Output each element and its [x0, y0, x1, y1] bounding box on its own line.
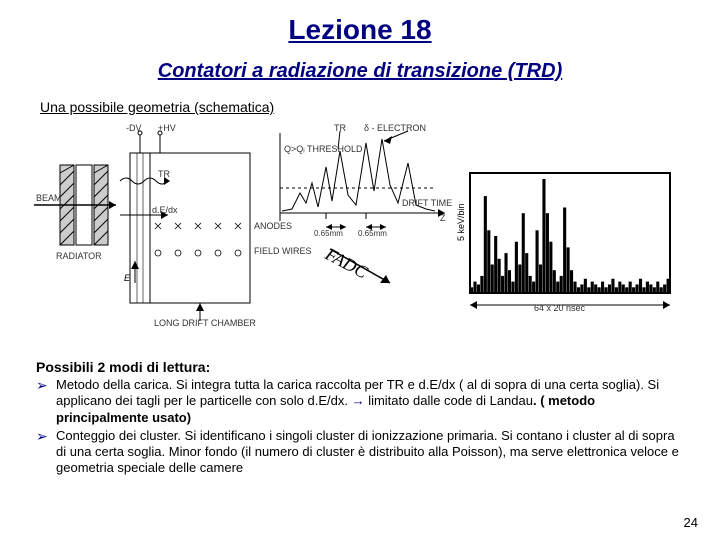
histo-y-label: 5 keV/bin [456, 203, 466, 241]
label-long-drift: LONG DRIFT CHAMBER [154, 319, 234, 328]
bullet-prefix: Conteggio dei cluster. [56, 428, 181, 443]
bullet-text: Conteggio dei cluster. Si identificano i… [56, 428, 684, 477]
page-title: Lezione 18 [0, 0, 720, 46]
page-number: 24 [684, 515, 698, 530]
label-delta-electron: δ - ELECTRON [364, 123, 426, 133]
label-z-axis: Z [440, 213, 446, 223]
schematic-diagram: E [0, 123, 720, 353]
label-gap2: 0.65mm [358, 229, 387, 238]
label-tr-peak: TR [334, 123, 346, 133]
label-threshold: Q>Qᵢ THRESHOLD [284, 145, 344, 154]
label-beam: BEAM [36, 193, 62, 203]
bullet-marker-icon: ➢ [36, 377, 56, 426]
bullet-item: ➢ Metodo della carica. Si integra tutta … [36, 377, 684, 426]
label-tr: TR [158, 169, 170, 179]
label-hv: +HV [158, 123, 176, 133]
bullet-after-arrow: limitato dalle code di Landau [365, 393, 533, 408]
bullet-item: ➢ Conteggio dei cluster. Si identificano… [36, 428, 684, 477]
reading-modes-heading: Possibili 2 modi di lettura: [36, 359, 720, 375]
page-subtitle: Contatori a radiazione di transizione (T… [0, 60, 720, 83]
label-drift-time: DRIFT TIME [402, 199, 452, 208]
label-histo-x: 64 x 20 nsec [534, 303, 585, 313]
svg-text:E: E [124, 273, 131, 283]
bullet-prefix: Metodo della carica. [56, 377, 172, 392]
label-dv: -DV [126, 123, 142, 133]
label-dedx: d.E/dx [152, 205, 178, 215]
label-gap1: 0.65mm [314, 229, 343, 238]
section-label: Una possibile geometria (schematica) [40, 99, 720, 115]
label-anodes: ANODES [254, 221, 292, 231]
arrow-icon: → [352, 393, 365, 408]
bullet-text: Metodo della carica. Si integra tutta la… [56, 377, 684, 426]
label-radiator: RADIATOR [56, 251, 102, 261]
bullet-marker-icon: ➢ [36, 428, 56, 477]
label-field-wires: FIELD WIRES [254, 247, 294, 256]
